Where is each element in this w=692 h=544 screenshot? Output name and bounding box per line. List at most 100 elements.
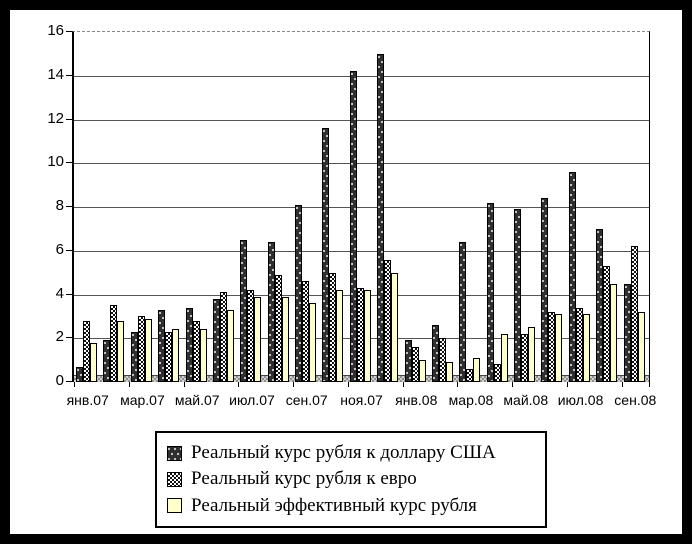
legend-label-eff: Реальный эффективный курс рубля [191,494,477,516]
x-tick-label: сен.07 [285,392,328,408]
x-tick-label: мар.08 [448,392,494,408]
bar [623,284,631,382]
bar [603,266,611,382]
bar [226,310,234,382]
bar [76,367,83,382]
bar [568,172,576,382]
bar [404,340,412,382]
y-tick-label: 8 [55,197,64,214]
x-tick-mark [183,381,185,387]
x-tick-mark [402,381,404,387]
x-tick-mark [649,381,650,387]
bar-group [457,32,484,382]
bar [103,340,111,382]
bar [329,273,337,382]
bar-group [184,32,211,382]
bar [158,310,166,382]
chart-panel: 0 2 4 6 8 10 12 14 16 янв.07 мар.07 май.07 июл.07 се… [10,10,682,534]
bar-group [101,32,128,382]
x-tick-mark [74,381,75,387]
bar [240,240,248,382]
bar-group [539,32,566,382]
gridline [74,250,649,252]
bar [418,360,426,382]
x-tick-label: сен.08 [614,392,657,408]
legend-swatch-eff-icon [167,498,182,514]
y-tick-label: 0 [55,372,64,389]
legend-label-eur: Реальный курс рубля к евро [191,468,417,490]
legend-swatch-usd-icon [167,445,182,461]
bar [610,284,618,382]
bar [254,297,262,382]
bar [521,334,529,382]
bar [172,329,180,382]
bar-group [403,32,430,382]
y-tick-mark [66,337,72,339]
x-tick-mark [457,381,459,387]
bar [431,325,439,382]
plot-area [72,31,650,382]
bar [391,273,399,382]
bar [199,329,207,382]
legend-swatch-eur-icon [167,471,182,487]
legend: Реальный курс рубля к доллару США Реальн… [155,431,547,528]
bar [445,362,453,382]
bar [302,281,310,382]
bar [630,246,638,382]
bar [596,229,604,382]
x-tick-label: май.08 [503,392,549,408]
bar-group [238,32,265,382]
bar-group [485,32,512,382]
bar [582,314,590,382]
bar [83,321,90,382]
gridline [74,163,649,165]
bar [219,292,227,382]
bar-group [129,32,156,382]
bar [267,242,275,382]
bar [165,332,173,382]
bar-group [622,32,649,382]
x-tick-label: июл.08 [557,392,604,408]
bar [384,260,392,382]
bar [363,290,371,382]
bar [486,203,494,382]
legend-label-usd: Реальный курс рубля к доллару США [191,442,496,464]
legend-item-eff: Реальный эффективный курс рубля [167,493,535,519]
bar [473,358,481,382]
gridline [74,207,649,208]
y-tick-label: 2 [55,328,64,346]
bar [493,364,501,382]
x-tick-mark [621,381,623,387]
bar [309,303,317,382]
y-tick-mark [66,31,72,32]
y-tick-mark [66,206,72,207]
bar [528,327,536,382]
y-tick-label: 4 [55,284,64,302]
bar [514,209,522,382]
bar [377,54,385,382]
bar [137,316,145,382]
y-tick-mark [66,118,72,120]
bar-group [594,32,621,382]
x-tick-mark [293,381,295,387]
bar-group [74,32,101,382]
gridline [74,119,649,121]
bar [411,347,419,382]
bar [548,312,556,382]
x-tick-mark [128,381,130,387]
bar-group [293,32,320,382]
bar-group [512,32,539,382]
y-tick-mark [66,249,72,251]
x-tick-label: июл.07 [229,392,275,408]
bar [274,275,282,382]
bar [281,297,289,382]
x-tick-mark [512,381,514,387]
bar [438,338,446,382]
y-tick-label: 16 [47,22,64,39]
bar [336,290,344,382]
legend-item-eur: Реальный курс рубля к евро [167,466,535,492]
bar-group [375,32,402,382]
bar [192,321,200,382]
bar [555,314,563,382]
